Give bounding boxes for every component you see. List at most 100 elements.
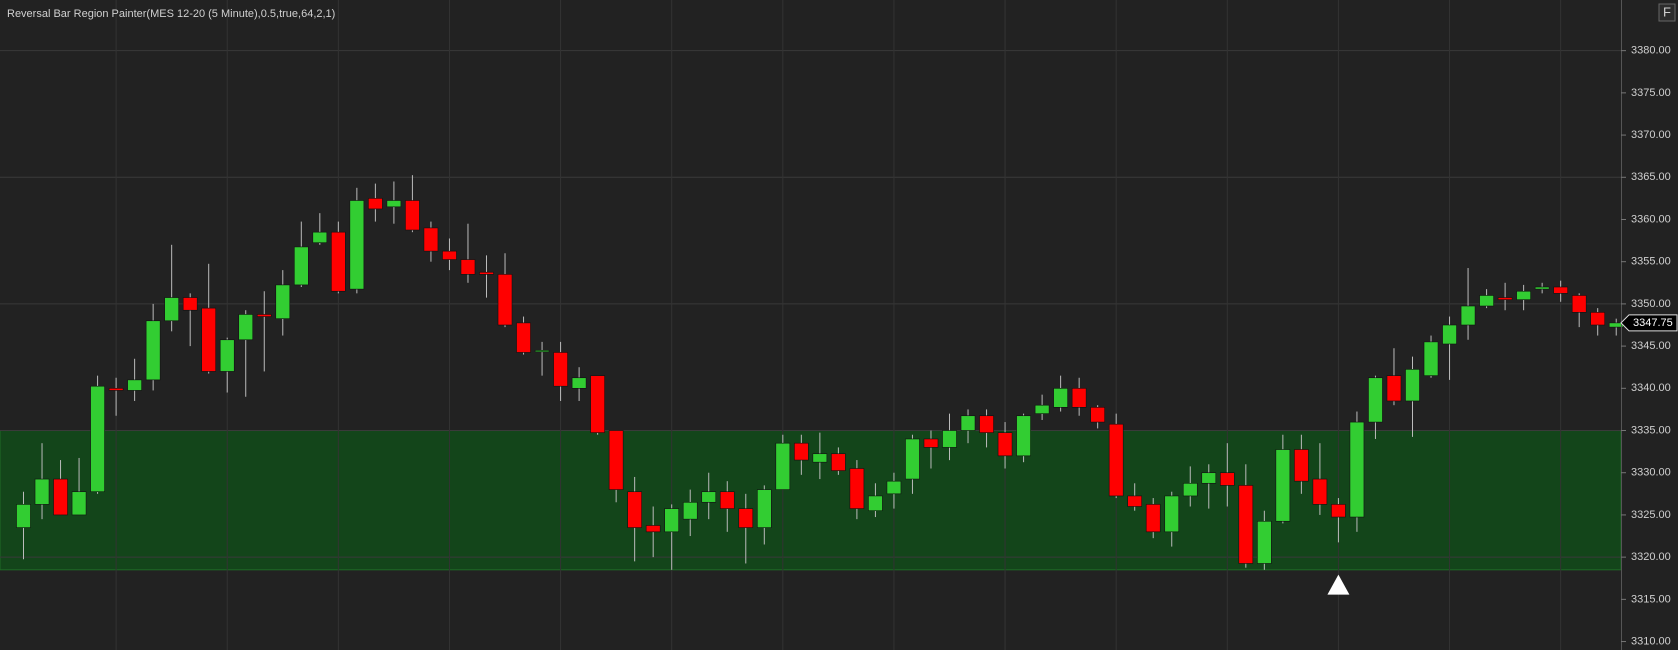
candle-body <box>1368 377 1383 423</box>
region <box>0 430 1622 571</box>
f-button-label[interactable]: F <box>1663 4 1671 19</box>
candle-body <box>1164 495 1180 533</box>
candle-body <box>34 478 50 505</box>
candle-body <box>590 375 605 433</box>
candle-body <box>1534 286 1550 290</box>
candle-body <box>219 339 235 372</box>
candle-body <box>1034 404 1050 414</box>
candle-body <box>1201 472 1217 484</box>
candle-body <box>905 438 920 480</box>
candle-body <box>497 274 513 326</box>
candle-body <box>1090 407 1105 423</box>
candle-body <box>90 385 105 493</box>
y-tick-label: 3365.00 <box>1631 171 1671 183</box>
candle-body <box>571 377 587 389</box>
candle-body <box>1460 305 1476 326</box>
signal-marker <box>1327 574 1350 595</box>
candle-body <box>664 508 680 533</box>
candle-body <box>942 430 957 448</box>
candle-body <box>645 525 661 533</box>
candle-body <box>442 250 457 260</box>
candle-body <box>1016 415 1031 457</box>
candle-body <box>312 231 328 243</box>
candle-body <box>460 259 476 275</box>
candle-body <box>71 491 87 516</box>
candle-body <box>1405 369 1420 402</box>
y-tick-label: 3315.00 <box>1631 593 1671 605</box>
f-button[interactable] <box>1658 3 1676 22</box>
candle-body <box>886 480 902 495</box>
candle-body <box>368 198 383 210</box>
candle-body <box>1516 290 1531 300</box>
candle-body <box>516 322 531 353</box>
y-tick-label: 3330.00 <box>1631 467 1671 479</box>
candle-body <box>1571 295 1587 313</box>
candle-body <box>1423 341 1439 376</box>
plot <box>0 0 1624 650</box>
y-tick-label: 3355.00 <box>1631 256 1671 268</box>
candle-body <box>423 227 439 252</box>
candle-body <box>1590 312 1605 326</box>
y-tick-label: 3375.00 <box>1631 87 1671 99</box>
candle-body <box>16 504 31 528</box>
candle-body <box>960 415 976 431</box>
candle-body <box>386 200 402 208</box>
y-tick-label: 3320.00 <box>1631 551 1671 563</box>
candle-body <box>923 438 939 448</box>
y-tick-label: 3345.00 <box>1631 340 1671 352</box>
candle-body <box>293 246 309 286</box>
candle-body <box>1497 297 1513 300</box>
candle-body <box>1238 485 1254 564</box>
y-tick-label: 3340.00 <box>1631 382 1671 394</box>
y-tick-label: 3370.00 <box>1631 129 1671 141</box>
candle-body <box>831 453 846 471</box>
candle-body <box>1108 423 1124 497</box>
candle-body <box>127 379 142 391</box>
candle-body <box>756 489 772 528</box>
candle-body <box>238 314 254 341</box>
candle-body <box>775 442 791 490</box>
candle-body <box>738 508 754 528</box>
last-price-label: 3347.75 <box>1633 317 1673 329</box>
candle-body <box>608 430 624 490</box>
candle-body <box>1071 388 1087 408</box>
candle-body <box>1386 375 1402 402</box>
candle-body <box>701 491 717 503</box>
candle-body <box>53 478 68 516</box>
y-tick-label: 3360.00 <box>1631 213 1671 225</box>
candle-body <box>849 468 865 509</box>
last-price-box <box>1620 314 1678 332</box>
candle-body <box>682 501 698 520</box>
candle-body <box>108 388 124 391</box>
candle-body <box>256 314 272 317</box>
candle-body <box>1127 495 1142 507</box>
y-tick-label: 3350.00 <box>1631 298 1671 310</box>
candle-body <box>1182 482 1198 497</box>
chart-title: Reversal Bar Region Painter(MES 12-20 (5… <box>7 8 335 20</box>
candle-body <box>349 200 365 290</box>
candle-body <box>164 297 179 322</box>
candle-body <box>479 271 494 275</box>
candle-body <box>1479 295 1494 307</box>
candle-body <box>1294 449 1309 482</box>
candle-body <box>275 284 291 319</box>
y-tick-label: 3335.00 <box>1631 424 1671 436</box>
y-tick-label: 3380.00 <box>1631 45 1671 57</box>
candle-body <box>997 432 1013 457</box>
candle-body <box>627 491 642 528</box>
candle-body <box>331 231 346 292</box>
candle-body <box>182 297 198 311</box>
y-tick-label: 3310.00 <box>1631 635 1671 647</box>
candle-body <box>405 200 420 231</box>
candle-body <box>1275 449 1291 522</box>
candle-body <box>1553 286 1568 294</box>
candle-body <box>1331 504 1346 518</box>
candle-body <box>1145 504 1161 533</box>
candle-body <box>868 495 883 512</box>
candle-body <box>1257 520 1272 564</box>
candle-body <box>719 491 735 509</box>
candle-body <box>812 453 828 463</box>
candle-body <box>794 442 809 461</box>
y-tick-label: 3325.00 <box>1631 509 1671 521</box>
